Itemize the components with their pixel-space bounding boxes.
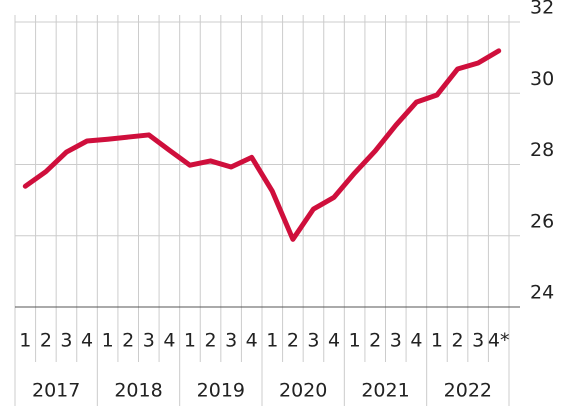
x-tick-label: 4 [246, 330, 258, 352]
y-tick-label: 26 [530, 210, 554, 232]
x-tick-label: 1 [19, 330, 31, 352]
x-tick-label: 2 [369, 330, 381, 352]
x-tick-label: 1 [266, 330, 278, 352]
group-label: 2018 [114, 380, 162, 402]
x-tick-label: 4 [81, 330, 93, 352]
group-label: 2019 [197, 380, 245, 402]
group-label: 2020 [279, 380, 327, 402]
x-tick-label: 3 [225, 330, 237, 352]
x-tick-label: 3 [307, 330, 319, 352]
y-tick-label: 24 [530, 282, 554, 304]
x-tick-label: 2 [204, 330, 216, 352]
x-tick-label: 1 [184, 330, 196, 352]
x-tick-label: 3 [143, 330, 155, 352]
group-label: 2022 [444, 380, 492, 402]
x-tick-label: 4 [328, 330, 340, 352]
y-tick-label: 32 [530, 0, 554, 19]
y-tick-label: 28 [530, 139, 554, 161]
group-label: 2017 [32, 380, 80, 402]
line [22, 48, 502, 242]
x-tick-label: 1 [349, 330, 361, 352]
group-label: 2021 [361, 380, 409, 402]
x-tick-label: 2 [451, 330, 463, 352]
y-tick-label: 30 [530, 68, 554, 90]
x-tick-label: 3 [60, 330, 72, 352]
x-tick-label: 2 [287, 330, 299, 352]
x-tick-label: 3 [472, 330, 484, 352]
x-tick-label: 2 [122, 330, 134, 352]
x-tick-label: 4 [410, 330, 422, 352]
x-tick-label: 4* [488, 330, 510, 352]
x-tick-label: 1 [102, 330, 114, 352]
x-tick-label: 3 [390, 330, 402, 352]
x-tick-label: 1 [431, 330, 443, 352]
x-tick-label: 2 [40, 330, 52, 352]
x-tick-label: 4 [163, 330, 175, 352]
